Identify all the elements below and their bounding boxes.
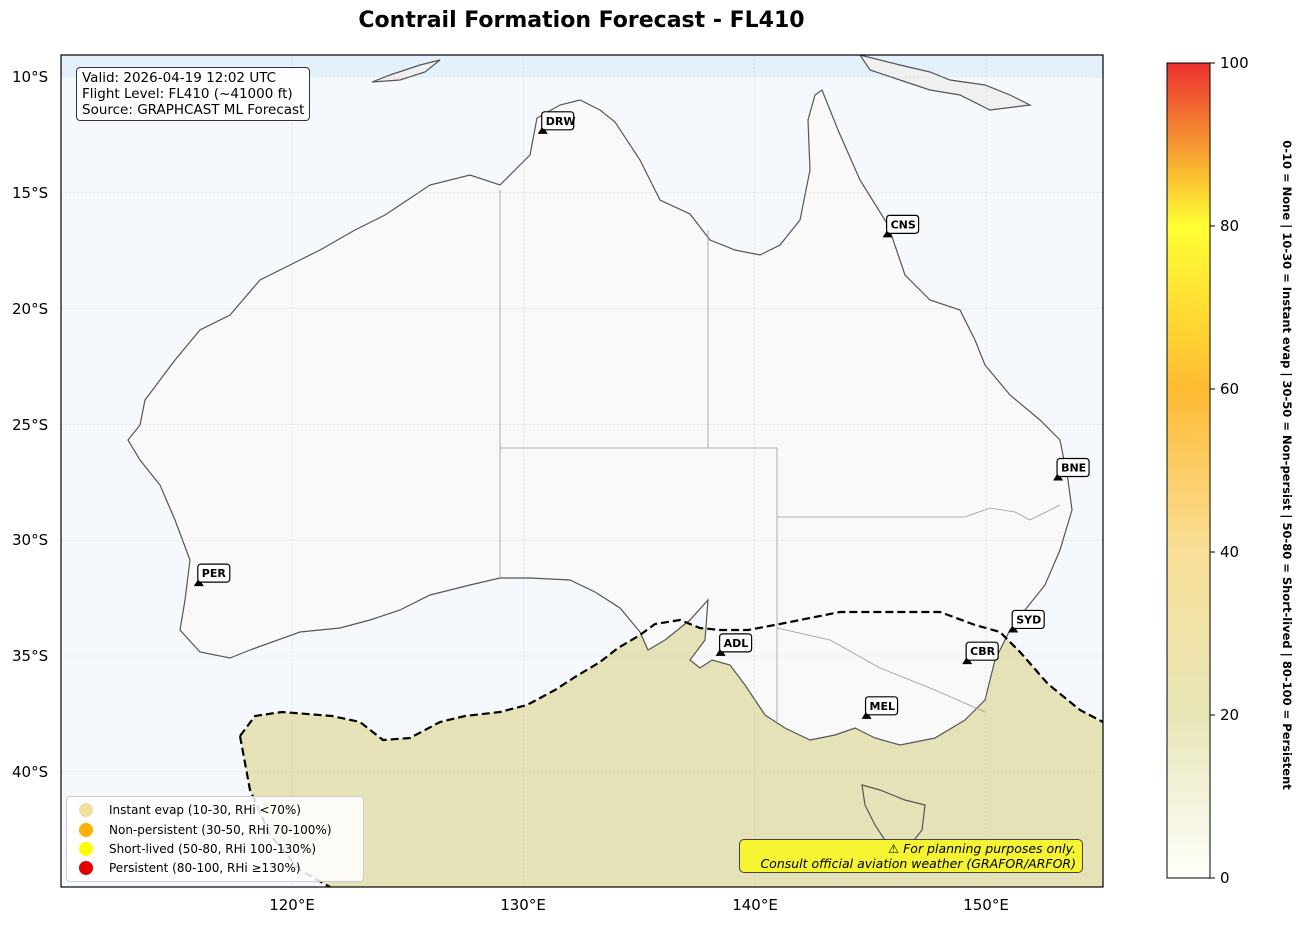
- airport-cbr[interactable]: CBR: [962, 641, 999, 665]
- legend-swatch: [79, 803, 93, 817]
- airport-code-label: CBR: [970, 645, 995, 658]
- legend-item: Instant evap (10-30, RHi <70%): [79, 801, 301, 819]
- flight-level: Flight Level: FL410 (~41000 ft): [82, 86, 293, 102]
- chart-title: Contrail Formation Forecast - FL410: [358, 8, 805, 33]
- airport-adl[interactable]: ADL: [715, 633, 753, 656]
- disclaimer-line-1: ⚠ For planning purposes only.: [888, 841, 1076, 856]
- airport-drw[interactable]: DRW: [537, 111, 576, 134]
- airport-label-box: [1011, 609, 1045, 630]
- airport-label-box: [965, 641, 999, 661]
- colorbar-tick-label: 0: [1220, 869, 1230, 887]
- australia-land: [127, 89, 1073, 746]
- gridlines: [61, 55, 1103, 887]
- airport-label-box: [197, 563, 231, 583]
- lat-tick: 30°S: [12, 531, 49, 549]
- disclaimer-box: ⚠ For planning purposes only. Consult of…: [739, 839, 1083, 873]
- airport-per[interactable]: PER: [193, 563, 231, 587]
- airport-code-label: CNS: [891, 218, 916, 231]
- lat-tick: 10°S: [12, 68, 49, 86]
- airport-code-label: BNE: [1061, 462, 1086, 475]
- lon-tick: 140°E: [732, 896, 778, 914]
- airport-mel[interactable]: MEL: [861, 696, 899, 719]
- png-land: [859, 55, 1033, 111]
- airport-label-box: [1056, 457, 1090, 478]
- legend-item: Persistent (80-100, RHi ≥130%): [79, 859, 301, 877]
- airport-cns[interactable]: CNS: [882, 214, 920, 238]
- colorbar: [1166, 62, 1211, 879]
- lon-tick: 120°E: [269, 896, 315, 914]
- airport-code-label: DRW: [546, 115, 576, 128]
- colorbar-description: 0-10 = None | 10-30 = Instant evap | 30-…: [1280, 140, 1294, 790]
- legend-label: Non-persistent (30-50, RHi 70-100%): [109, 823, 332, 837]
- airport-code-label: MEL: [870, 700, 895, 713]
- airport-markers: DRW CNS BNE PER SYD ADL CBR MEL: [193, 111, 1090, 719]
- valid-time: Valid: 2026-04-19 12:02 UTC: [82, 70, 277, 86]
- airport-syd[interactable]: SYD: [1008, 609, 1045, 633]
- legend-label: Short-lived (50-80, RHi 100-130%): [109, 842, 317, 856]
- forecast-info-box: Valid: 2026-04-19 12:02 UTC Flight Level…: [76, 67, 311, 121]
- airport-code-label: SYD: [1016, 613, 1041, 626]
- airport-label-box: [718, 633, 753, 653]
- timor-land: [371, 59, 441, 83]
- state-borders: [499, 190, 1061, 725]
- colorbar-tick-label: 60: [1220, 380, 1240, 398]
- lon-tick: 150°E: [963, 896, 1009, 914]
- lon-tick: 130°E: [500, 896, 546, 914]
- lat-tick: 15°S: [12, 184, 49, 202]
- legend-swatch: [79, 861, 93, 875]
- colorbar-tick-label: 20: [1220, 706, 1240, 724]
- legend: Instant evap (10-30, RHi <70%) Non-persi…: [66, 796, 364, 882]
- lat-tick: 20°S: [12, 300, 49, 318]
- legend-item: Short-lived (50-80, RHi 100-130%): [79, 840, 316, 858]
- legend-label: Instant evap (10-30, RHi <70%): [109, 803, 301, 817]
- lat-tick: 35°S: [12, 647, 49, 665]
- map-frame: [60, 54, 1104, 888]
- disclaimer-line-2: Consult official aviation weather (GRAFO…: [760, 855, 1076, 871]
- airport-code-label: PER: [202, 567, 227, 580]
- tasmania-land: [861, 784, 926, 849]
- legend-swatch: [79, 823, 93, 837]
- colorbar-tick-label: 100: [1220, 54, 1249, 72]
- forecast-source: Source: GRAPHCAST ML Forecast: [82, 102, 305, 118]
- legend-item: Non-persistent (30-50, RHi 70-100%): [79, 821, 332, 839]
- legend-swatch: [79, 842, 93, 856]
- airport-bne[interactable]: BNE: [1053, 457, 1090, 481]
- ocean-north-band: [61, 55, 1103, 77]
- colorbar-tick-label: 80: [1220, 217, 1240, 235]
- colorbar-tick-label: 40: [1220, 543, 1240, 561]
- lat-tick: 40°S: [12, 763, 49, 781]
- legend-label: Persistent (80-100, RHi ≥130%): [109, 861, 301, 875]
- airport-label-box: [541, 111, 575, 131]
- airport-code-label: ADL: [724, 637, 749, 650]
- airport-label-box: [864, 696, 899, 716]
- airport-label-box: [885, 214, 920, 234]
- lat-tick: 25°S: [12, 416, 49, 434]
